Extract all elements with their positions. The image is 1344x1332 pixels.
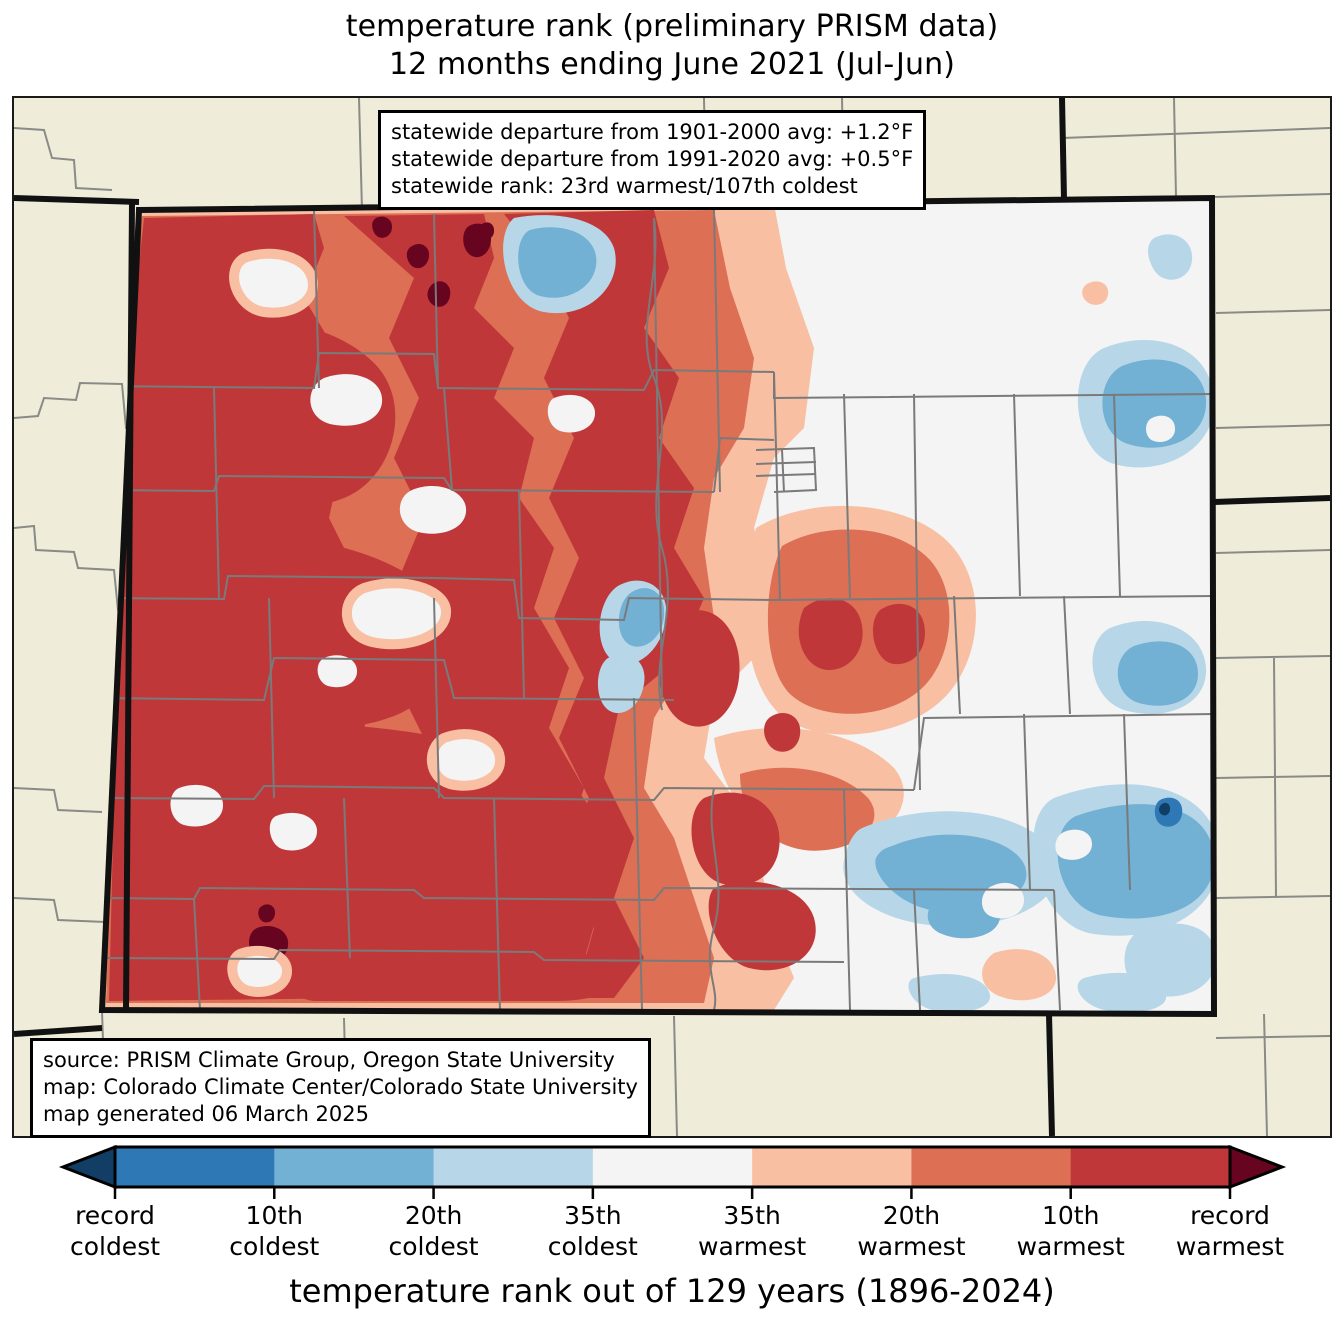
colorbar-tick-label: 35th coldest <box>513 1200 673 1262</box>
stats-departure-1901-2000: statewide departure from 1901-2000 avg: … <box>391 120 914 144</box>
stats-statewide-rank: statewide rank: 23rd warmest/107th colde… <box>391 174 858 198</box>
colorbar-caption: temperature rank out of 129 years (1896-… <box>289 1272 1055 1310</box>
statewide-stats-box: statewide departure from 1901-2000 avg: … <box>378 110 927 210</box>
colorbar-tick-labels: record coldest 10th coldest 20th coldest 35th c… <box>0 1200 1344 1266</box>
colorbar-outline <box>113 1145 1232 1189</box>
stats-departure-1991-2020: statewide departure from 1991-2020 avg: … <box>391 147 914 171</box>
colorbar-band <box>911 1147 1072 1187</box>
colorbar-tick-label: 10th coldest <box>194 1200 354 1262</box>
colorado-interior <box>102 198 1214 1014</box>
colorbar-ticks <box>113 1187 1232 1199</box>
halo-light-salmon <box>227 248 505 997</box>
tick-label-bottom: coldest <box>69 1232 161 1261</box>
colorbar-tick-label: 20th warmest <box>831 1200 991 1262</box>
page-title: temperature rank (preliminary PRISM data… <box>0 8 1344 84</box>
colorbar-cap-max <box>1228 1144 1287 1190</box>
tick-label-bottom: coldest <box>547 1232 638 1261</box>
tick-label-top: 10th <box>245 1201 304 1230</box>
tick-label-bottom: warmest <box>1016 1232 1125 1261</box>
colorbar[interactable] <box>0 1140 1344 1200</box>
colorbar-segments <box>58 1144 1287 1190</box>
band-10th-20th-coldest <box>518 227 1214 939</box>
tick-label-top: 20th <box>404 1201 463 1230</box>
tick-label-top: 10th <box>1041 1201 1100 1230</box>
title-line-2: 12 months ending June 2021 (Jul-Jun) <box>388 47 955 82</box>
colorbar-tick-label: 35th warmest <box>672 1200 832 1262</box>
colorbar-tick-label: 20th coldest <box>354 1200 514 1262</box>
tick-label-bottom: coldest <box>388 1232 479 1261</box>
map-canvas[interactable] <box>12 96 1332 1138</box>
colorbar-band <box>752 1147 913 1187</box>
tick-label-bottom: warmest <box>857 1232 966 1261</box>
tick-label-top: record <box>75 1201 155 1230</box>
tick-label-top: 20th <box>882 1201 941 1230</box>
tick-label-top: record <box>1190 1201 1270 1230</box>
source-line: source: PRISM Climate Group, Oregon Stat… <box>43 1048 615 1072</box>
colorado-temperature-rank-map[interactable] <box>14 98 1330 1136</box>
colorado-county-lines <box>102 209 1214 1011</box>
map-credit-line: map: Colorado Climate Center/Colorado St… <box>43 1075 638 1099</box>
colorbar-tick-label: 10th warmest <box>991 1200 1151 1262</box>
near-normal-holes-east <box>981 415 1176 919</box>
tick-label-top: 35th <box>723 1201 781 1230</box>
colorbar-svg[interactable] <box>0 1140 1344 1200</box>
tick-label-bottom: coldest <box>229 1232 320 1261</box>
colorbar-tick-label: record warmest <box>1150 1200 1310 1262</box>
source-credits-box: source: PRISM Climate Group, Oregon Stat… <box>30 1038 651 1138</box>
near-normal-holes-west <box>170 253 596 992</box>
colorbar-band <box>1070 1147 1231 1187</box>
tick-label-bottom: warmest <box>1175 1232 1285 1261</box>
title-line-1: temperature rank (preliminary PRISM data… <box>345 9 999 44</box>
band-record-coldest-core <box>1154 797 1183 827</box>
tick-label-top: 35th <box>564 1201 622 1230</box>
colorbar-band <box>274 1147 435 1187</box>
colorbar-cap-min <box>58 1144 117 1190</box>
tick-label-bottom: warmest <box>698 1232 807 1261</box>
colorbar-band <box>115 1147 275 1187</box>
colorbar-tick-label: record coldest <box>35 1200 195 1262</box>
colorbar-band <box>592 1147 753 1187</box>
map-generated-line: map generated 06 March 2025 <box>43 1102 370 1126</box>
colorbar-band <box>433 1147 594 1187</box>
